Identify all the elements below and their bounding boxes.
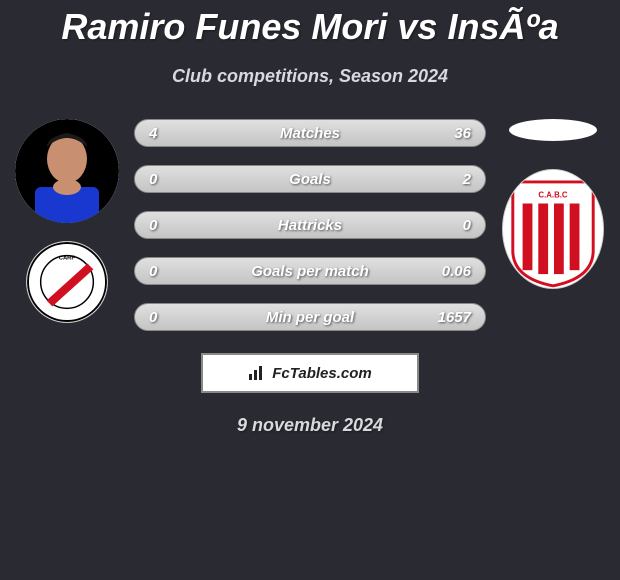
subtitle: Club competitions, Season 2024 [0,66,620,87]
date-label: 9 november 2024 [0,415,620,436]
stat-left-value: 0 [149,171,157,188]
svg-text:C.A.B.C: C.A.B.C [538,191,567,200]
stat-left-value: 0 [149,263,157,280]
stat-label: Min per goal [266,309,354,326]
left-player-avatar [15,119,119,223]
stat-bar-goals: 0 Goals 2 [134,165,486,193]
stat-bar-mpg: 0 Min per goal 1657 [134,303,486,331]
stat-bar-hattricks: 0 Hattricks 0 [134,211,486,239]
stat-bar-matches: 4 Matches 36 [134,119,486,147]
left-side: CARP [8,119,126,323]
stat-left-value: 0 [149,217,157,234]
stat-label: Hattricks [278,217,342,234]
stat-label: Matches [280,125,340,142]
svg-text:CARP: CARP [59,256,76,262]
comparison-content: CARP 4 Matches 36 0 Goals 2 0 Hattricks … [0,119,620,331]
stat-left-value: 4 [149,125,157,142]
stat-right-value: 36 [454,125,471,142]
stat-bars: 4 Matches 36 0 Goals 2 0 Hattricks 0 0 G… [126,119,494,331]
stat-right-value: 1657 [438,309,471,326]
stat-right-value: 2 [463,171,471,188]
fctables-badge: FcTables.com [201,353,419,393]
stat-right-value: 0 [463,217,471,234]
bars-icon [248,364,266,382]
right-team-crest: C.A.B.C [502,169,604,289]
stat-label: Goals [289,171,331,188]
right-player-avatar [509,119,597,141]
stat-bar-gpm: 0 Goals per match 0.06 [134,257,486,285]
stat-left-value: 0 [149,309,157,326]
fctables-label: FcTables.com [272,365,371,382]
left-team-crest: CARP [26,241,108,323]
right-side: C.A.B.C [494,119,612,289]
page-title: Ramiro Funes Mori vs InsÃºa [0,0,620,48]
stat-label: Goals per match [251,263,369,280]
stat-right-value: 0.06 [442,263,471,280]
